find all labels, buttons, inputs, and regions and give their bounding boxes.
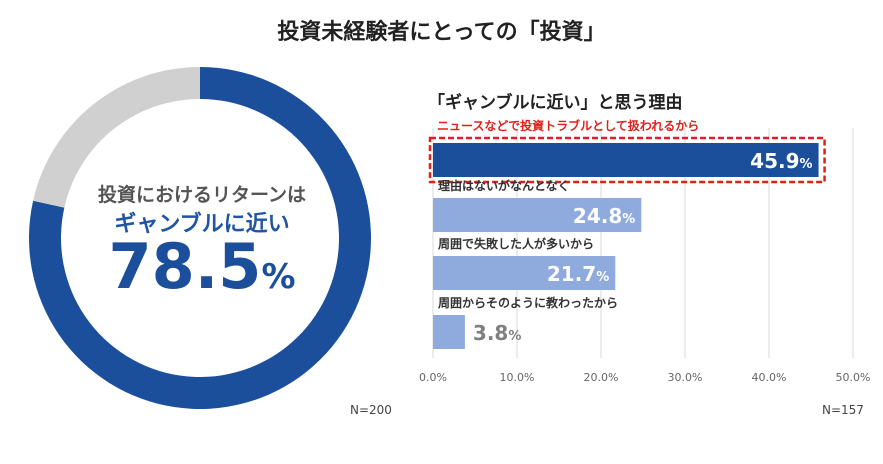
- x-tick-label: 10.0%: [500, 371, 535, 384]
- value-label-unit: %: [508, 329, 521, 344]
- donut-slice: [33, 67, 201, 208]
- category-label: 周囲からそのように教わったから: [438, 295, 618, 310]
- highlight-frame: [428, 136, 826, 184]
- chart-title: 投資未経験者にとっての「投資」: [277, 20, 606, 45]
- value-label: 3.8%: [473, 321, 521, 345]
- bar: [433, 315, 465, 349]
- category-label: ニュースなどで投資トラブルとして扱われるから: [437, 118, 699, 133]
- value-label-unit: %: [800, 157, 813, 172]
- donut-value: 78.5%: [60, 236, 344, 298]
- x-tick-label: 20.0%: [584, 371, 619, 384]
- category-label: 理由はないがなんとなく: [438, 178, 570, 193]
- value-label-unit: %: [596, 270, 609, 285]
- bar: [433, 256, 616, 290]
- donut-caption-line2: ギャンブルに近い: [114, 212, 290, 237]
- x-tick-label: 0.0%: [419, 371, 447, 384]
- x-tick-label: 50.0%: [836, 371, 871, 384]
- x-tick-label: 30.0%: [668, 371, 703, 384]
- category-label: 周囲で失敗した人が多いから: [438, 236, 594, 251]
- bar: [433, 143, 819, 177]
- value-label-unit: %: [622, 212, 635, 227]
- donut-value-unit: %: [261, 257, 296, 297]
- bar: [433, 198, 642, 232]
- bar-sample-size: N=157: [822, 403, 864, 417]
- x-tick-label: 40.0%: [752, 371, 787, 384]
- donut-chart: [28, 67, 371, 410]
- donut-caption-line1: 投資におけるリターンは: [97, 184, 307, 206]
- bar-chart-title: 「ギャンブルに近い」と思う理由: [428, 93, 683, 113]
- donut-value-number: 78.5: [108, 230, 262, 303]
- donut-sample-size: N=200: [350, 403, 392, 417]
